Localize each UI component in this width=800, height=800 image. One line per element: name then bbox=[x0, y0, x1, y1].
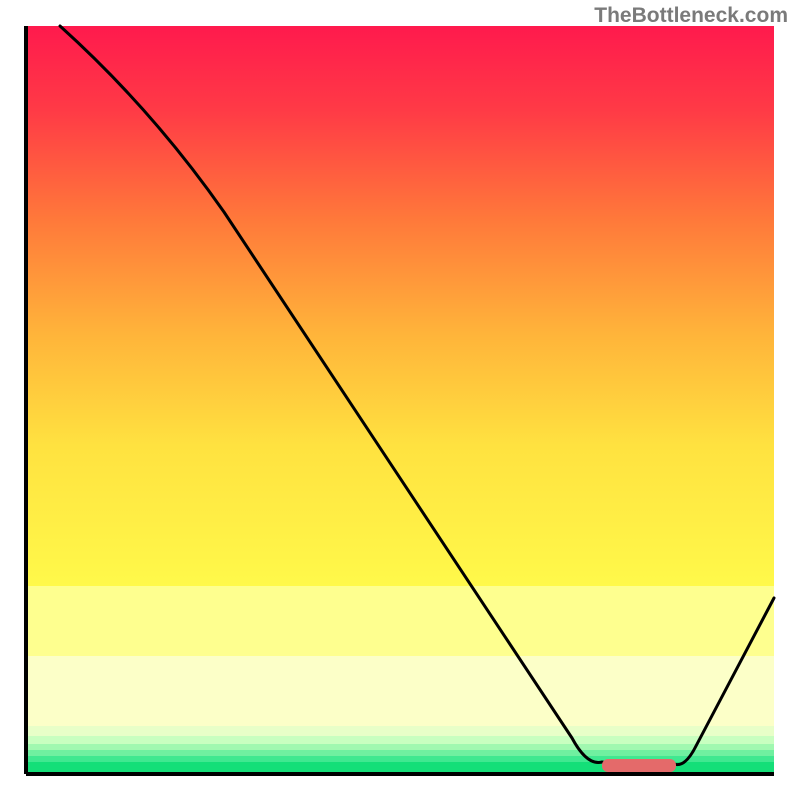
gradient-band bbox=[26, 26, 774, 586]
gradient-band bbox=[26, 656, 774, 726]
gradient-band bbox=[26, 750, 774, 756]
optimal-range-marker bbox=[602, 759, 676, 772]
bottleneck-chart bbox=[0, 0, 800, 800]
gradient-band bbox=[26, 726, 774, 736]
chart-root: TheBottleneck.com bbox=[0, 0, 800, 800]
watermark-text: TheBottleneck.com bbox=[594, 4, 788, 28]
gradient-band bbox=[26, 586, 774, 656]
gradient-band bbox=[26, 744, 774, 750]
gradient-band bbox=[26, 736, 774, 744]
